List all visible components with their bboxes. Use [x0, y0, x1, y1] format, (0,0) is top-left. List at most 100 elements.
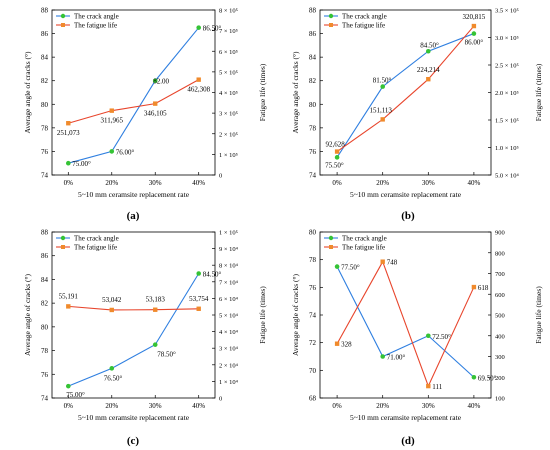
x-tick-label: 0% [64, 402, 74, 410]
right-tick-label: 200 [495, 375, 505, 382]
left-tick-label: 74 [41, 172, 49, 180]
legend-marker [60, 13, 66, 19]
plot-frame [319, 9, 492, 176]
legend-marker [329, 245, 333, 249]
fatigue-life-point [426, 76, 431, 82]
right-tick-label: 100 [495, 396, 505, 403]
crack-angle-point [196, 271, 201, 276]
chart-panel-1: 74 76 78 80 82 84 86 88 0 1 × 10⁵ 2 × 10⁵ 3 × 10⁵ 4 … [23, 7, 267, 223]
fatigue-life-label: 346,105 [144, 110, 167, 118]
y-axis-title: Average angle of cracks (°) [23, 51, 32, 133]
fatigue-life-label: 618 [478, 284, 489, 292]
crack-angle-point [471, 374, 477, 380]
fatigue-life-point [471, 284, 477, 290]
plot-frame [51, 231, 216, 399]
right-tick-label: 2.0 × 10⁵ [495, 90, 519, 97]
fatigue-life-line [336, 260, 475, 388]
crack-angle-label: 69.50° [478, 374, 497, 382]
panel-caption: (a) [127, 210, 140, 222]
y-axis-title-right: Fatigue life (times) [534, 286, 543, 344]
left-tick-label: 88 [41, 229, 49, 237]
right-tick-label: 4 × 10⁴ [219, 329, 239, 336]
left-tick-label: 68 [309, 395, 317, 403]
y-axis-title-right: Fatigue life (times) [258, 286, 267, 344]
left-tick-label: 88 [41, 7, 49, 15]
fatigue-life-label: 55,191 [59, 292, 79, 300]
fatigue-life-line [68, 79, 199, 124]
right-tick-label: 5 × 10⁴ [219, 313, 239, 320]
fatigue-life-label: 92,628 [325, 141, 345, 149]
crack-angle-point [334, 264, 340, 269]
crack-angle-point [380, 84, 386, 89]
left-tick-label: 82 [309, 77, 317, 85]
crack-angle-label: 71.00° [387, 354, 406, 362]
crack-angle-label: 84.50° [420, 41, 439, 49]
legend-label: The crack angle [342, 13, 387, 21]
x-tick-label: 0% [332, 179, 342, 187]
right-tick-label: 700 [495, 271, 505, 278]
x-tick-label: 20% [105, 179, 118, 187]
crack-angle-point [152, 342, 158, 347]
x-tick-label: 30% [422, 402, 435, 410]
crack-angle-label: 76.50° [104, 374, 123, 382]
x-tick-label: 20% [376, 402, 389, 410]
fatigue-life-line [336, 25, 475, 153]
fatigue-life-point [66, 304, 71, 309]
crack-angle-line [336, 266, 475, 378]
left-tick-label: 76 [309, 148, 317, 156]
left-tick-label: 74 [41, 395, 49, 403]
panel-caption: (b) [401, 210, 415, 222]
left-tick-label: 74 [309, 312, 317, 320]
fatigue-life-label: 462,308 [187, 86, 210, 94]
left-tick-label: 74 [309, 172, 317, 180]
x-tick-label: 40% [192, 402, 205, 410]
left-tick-label: 82 [41, 300, 49, 308]
fatigue-life-label: 328 [341, 341, 352, 349]
crack-angle-label: 86.50° [203, 25, 222, 33]
plot-frame [319, 231, 492, 399]
crack-angle-label: 86.00° [465, 39, 484, 47]
fatigue-life-point [380, 259, 385, 264]
x-tick-label: 40% [467, 402, 480, 410]
left-tick-label: 70 [309, 367, 317, 375]
legend-label: The crack angle [74, 235, 119, 243]
left-tick-label: 76 [41, 371, 49, 379]
left-tick-label: 78 [41, 347, 49, 355]
left-tick-label: 80 [309, 229, 317, 237]
right-tick-label: 3.5 × 10⁵ [495, 8, 519, 15]
fatigue-life-label: 311,965 [101, 117, 124, 125]
chart-panel-3: 74 76 78 80 82 84 86 88 0 1 × 10⁴ 2 × 10⁴ 3 × 10⁴ 4 … [23, 229, 267, 448]
crack-angle-point [196, 25, 201, 30]
fatigue-life-point [380, 117, 385, 122]
left-tick-label: 78 [309, 124, 317, 132]
fatigue-life-label: 224,214 [417, 66, 440, 74]
crack-angle-line [68, 27, 200, 164]
crack-angle-label: 82.00 [153, 78, 169, 86]
right-tick-label: 900 [495, 230, 505, 237]
crack-angle-label: 75.50° [325, 161, 344, 169]
crack-angle-point [426, 333, 431, 339]
fatigue-life-line [68, 305, 199, 311]
fatigue-life-point [334, 149, 340, 154]
right-tick-label: 7 × 10⁴ [219, 279, 239, 286]
crack-angle-point [66, 160, 71, 166]
fatigue-life-label: 53,754 [189, 295, 209, 303]
right-tick-label: 2 × 10⁵ [219, 131, 238, 138]
right-tick-label: 0 [219, 173, 222, 180]
right-tick-label: 4 × 10⁵ [219, 90, 238, 97]
right-tick-label: 400 [495, 333, 505, 340]
right-tick-label: 600 [495, 292, 505, 299]
fatigue-life-point [109, 108, 114, 113]
x-tick-label: 0% [64, 179, 74, 187]
y-axis-title: Average angle of cracks (°) [291, 274, 300, 356]
panel-caption: (c) [127, 435, 140, 447]
right-tick-label: 8 × 10⁵ [219, 8, 238, 15]
left-tick-label: 82 [41, 77, 49, 85]
x-tick-label: 20% [376, 179, 389, 187]
x-tick-label: 40% [467, 179, 480, 187]
chart-panel-4: 68 70 72 74 76 78 80 100 200 300 400 500 600 700 800 90… [291, 229, 543, 448]
fatigue-life-point [153, 101, 158, 106]
right-tick-label: 8 × 10⁴ [219, 263, 239, 270]
fatigue-life-label: 53,183 [146, 296, 166, 304]
